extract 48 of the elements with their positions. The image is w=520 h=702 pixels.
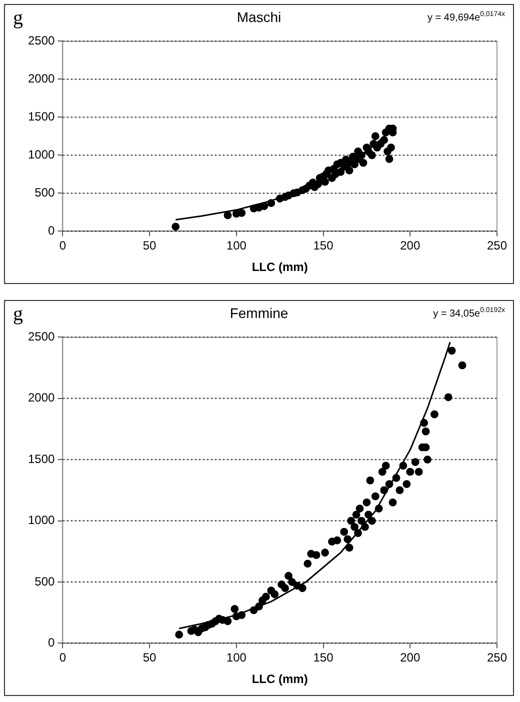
point [350,160,358,168]
point [380,136,388,144]
y-tick-label: 1500 [28,110,56,124]
point [345,166,354,174]
x-tick-label: 150 [313,650,334,665]
x-tick-label: 100 [226,650,247,665]
y-tick-label: 2500 [28,34,56,48]
point [387,144,395,152]
point [267,199,276,208]
point [336,168,345,176]
x-axis-title: LLC (mm) [252,260,308,274]
x-tick-label: 100 [226,238,247,253]
y-tick-label: 1000 [28,513,56,528]
point [359,158,368,167]
x-tick-label: 0 [59,650,66,665]
x-tick-label: 200 [400,238,420,253]
point [371,132,380,140]
point [224,211,232,220]
chart-title: Maschi [236,9,282,25]
x-tick-label: 150 [313,238,334,253]
x-tick-label: 0 [59,238,66,253]
y-tick-label: 0 [48,224,56,238]
y-tick-label: 1500 [28,452,56,466]
x-tick-label: 250 [486,238,508,253]
y-tick-label: 0 [48,636,56,650]
point [238,209,246,217]
x-axis-title: LLC (mm) [252,672,308,686]
x-tick-label: 50 [142,238,157,253]
point [172,222,180,231]
text: y = 34,05e$^{0.0192x}$ [433,307,505,320]
x-tick-label: 200 [400,650,420,665]
y-tick-label: 2500 [28,330,56,344]
x-tick-label: 250 [486,650,508,665]
point [368,151,376,160]
point [358,151,366,160]
point [385,155,394,163]
y-axis-title: g [13,303,23,326]
text: y = 49,694e$^{0,0174x}$ [428,11,505,24]
y-tick-label: 2000 [28,72,56,86]
y-tick-label: 500 [34,186,56,200]
y-tick-label: 1000 [28,148,56,162]
point [321,178,329,186]
chart-title: Femmine [230,305,288,321]
y-tick-label: 500 [34,574,56,588]
y-tick-label: 2000 [28,390,56,405]
y-axis-title: g [13,7,23,30]
point [260,202,268,210]
x-tick-label: 50 [142,650,157,665]
